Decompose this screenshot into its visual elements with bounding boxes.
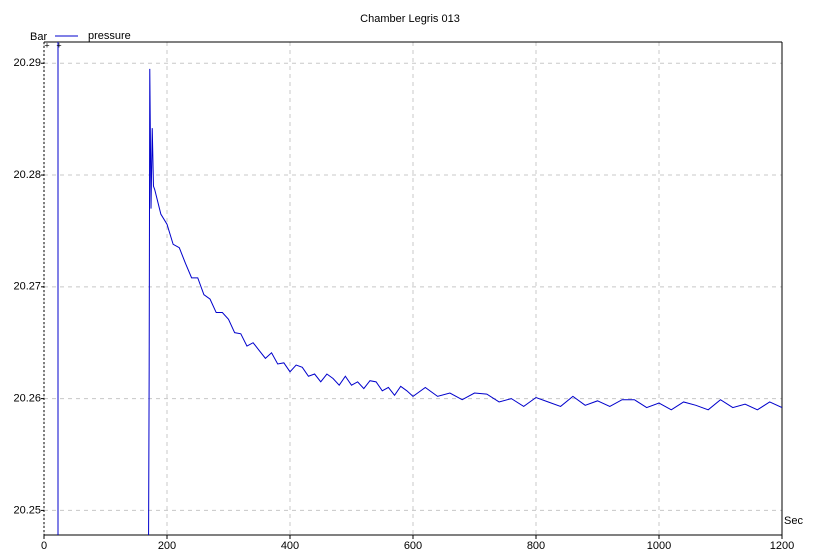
data-line <box>148 68 782 535</box>
cursor-handle: + <box>44 40 49 50</box>
x-tick-label: 0 <box>41 540 47 552</box>
x-tick-label: 800 <box>527 540 545 552</box>
y-unit: Bar <box>30 31 47 43</box>
x-tick-label: 600 <box>404 540 422 552</box>
x-tick-label: 1000 <box>647 540 671 552</box>
y-tick-label: 20.26 <box>13 393 41 405</box>
x-tick-label: 200 <box>158 540 176 552</box>
x-tick-label: 1200 <box>770 540 794 552</box>
y-tick-label: 20.28 <box>13 169 41 181</box>
y-tick-label: 20.25 <box>13 504 41 516</box>
x-unit: Sec <box>784 515 803 527</box>
cursor-handle: + <box>56 40 61 50</box>
chart-title: Chamber Legris 013 <box>360 13 460 25</box>
x-tick-label: 400 <box>281 540 299 552</box>
y-tick-label: 20.29 <box>13 57 41 69</box>
y-tick-label: 20.27 <box>13 281 41 293</box>
legend-label: pressure <box>88 30 131 42</box>
